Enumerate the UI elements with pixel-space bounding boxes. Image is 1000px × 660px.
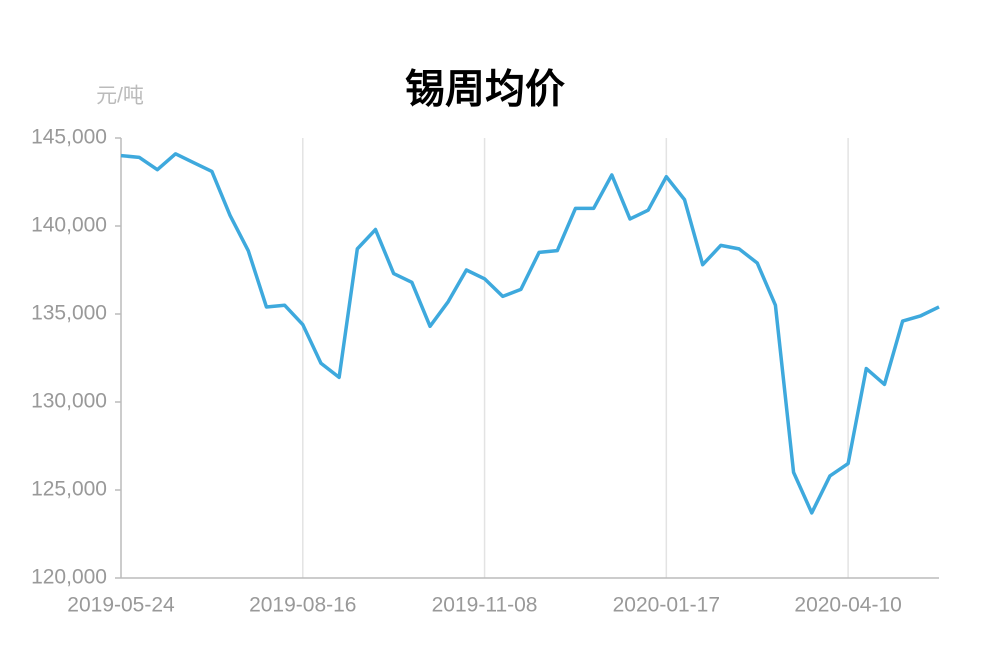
y-tick-label: 145,000: [31, 126, 107, 149]
series-line: [120, 152, 940, 515]
y-axis-unit: 元/吨: [96, 85, 144, 108]
x-tick-label: 2019-08-16: [249, 594, 356, 617]
x-tick-label: 2019-11-08: [432, 594, 538, 617]
x-tick-label: 2020-04-10: [794, 594, 901, 617]
y-tick-label: 140,000: [31, 214, 107, 237]
y-tick-label: 130,000: [31, 390, 107, 413]
x-tick-label: 2020-01-17: [613, 594, 720, 617]
y-tick-label: 135,000: [31, 302, 107, 325]
y-tick-label: 120,000: [31, 566, 107, 589]
y-tick-label: 125,000: [31, 478, 107, 501]
x-tick-label: 2019-05-24: [67, 594, 175, 617]
chart-title: 锡周均价: [405, 68, 565, 112]
